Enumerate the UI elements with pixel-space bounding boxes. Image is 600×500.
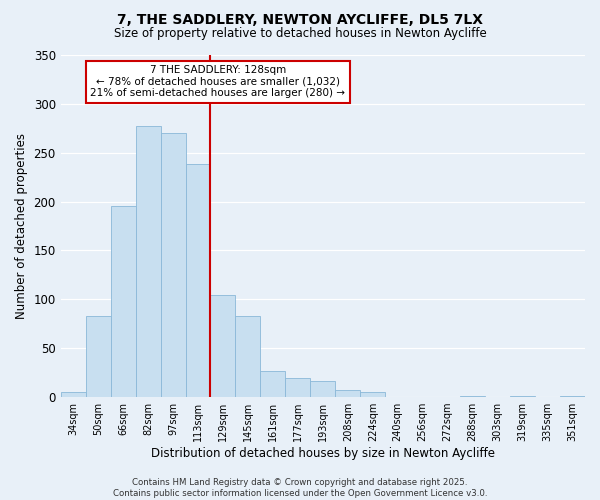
Bar (310, 382, 335, 397)
Bar (286, 378, 310, 397)
Bar (161, 133, 185, 397)
Bar (560, 396, 585, 397)
Text: 7 THE SADDLERY: 128sqm
← 78% of detached houses are smaller (1,032)
21% of semi-: 7 THE SADDLERY: 128sqm ← 78% of detached… (91, 66, 346, 98)
Bar (510, 396, 535, 397)
Y-axis label: Number of detached properties: Number of detached properties (15, 133, 28, 319)
Bar (335, 390, 360, 397)
Bar (211, 296, 235, 397)
Text: Size of property relative to detached houses in Newton Aycliffe: Size of property relative to detached ho… (113, 28, 487, 40)
Text: 7, THE SADDLERY, NEWTON AYCLIFFE, DL5 7LX: 7, THE SADDLERY, NEWTON AYCLIFFE, DL5 7L… (117, 12, 483, 26)
Bar (136, 126, 161, 397)
Bar (185, 164, 211, 397)
Bar (110, 206, 136, 397)
Bar (235, 316, 260, 397)
Text: Contains HM Land Registry data © Crown copyright and database right 2025.
Contai: Contains HM Land Registry data © Crown c… (113, 478, 487, 498)
Bar (460, 396, 485, 397)
Bar (360, 392, 385, 397)
Bar (61, 392, 86, 397)
Bar (86, 316, 110, 397)
Bar (260, 370, 286, 397)
X-axis label: Distribution of detached houses by size in Newton Aycliffe: Distribution of detached houses by size … (151, 447, 495, 460)
